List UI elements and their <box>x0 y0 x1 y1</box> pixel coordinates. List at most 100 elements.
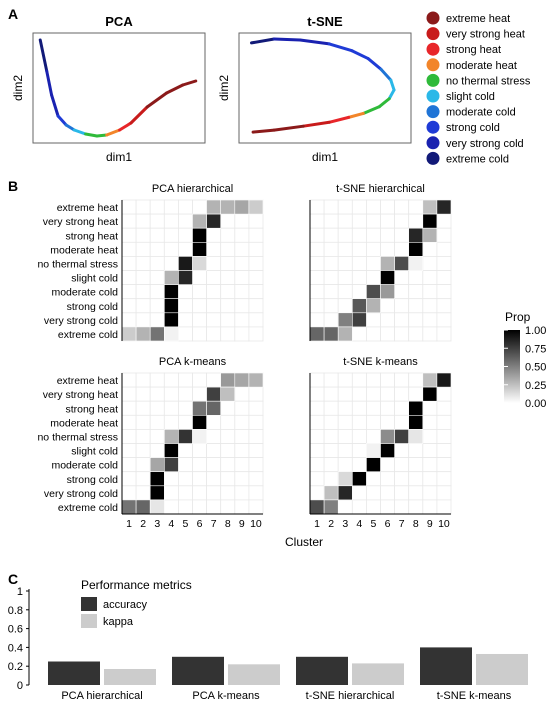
pca-hierarchical-grid-cell <box>135 241 151 257</box>
t-sne-k-means-grid-cell <box>436 471 452 487</box>
t-sne-k-means-x-tick: 8 <box>413 518 419 530</box>
bar-y-tick-label: 0.4 <box>8 642 23 654</box>
t-sne-k-means-cell <box>323 485 339 501</box>
t-sne-k-means-grid-cell <box>422 400 438 416</box>
pca-hierarchical-grid-cell <box>220 255 236 271</box>
pca-hierarchical-cell <box>178 256 193 271</box>
pca-hierarchical-grid-cell <box>234 270 250 286</box>
pca-k-means-x-tick: 5 <box>183 518 189 530</box>
pca-k-means-grid-cell <box>121 457 137 473</box>
t-sne-k-means-grid-cell <box>380 414 396 430</box>
t-sne-hierarchical-grid-cell <box>436 270 452 286</box>
pca-k-means-x-tick: 1 <box>126 518 132 530</box>
pca-hierarchical-cell <box>192 227 207 243</box>
legend-label-extreme-heat: extreme heat <box>446 13 510 25</box>
t-sne-k-means-grid-cell <box>408 485 424 501</box>
tsne-curve-segment <box>377 97 391 109</box>
t-sne-k-means-grid-cell <box>365 414 381 430</box>
t-sne-k-means-cell <box>323 499 339 515</box>
pca-hierarchical-grid-cell <box>177 213 193 229</box>
t-sne-hierarchical-grid-cell <box>337 284 353 300</box>
pca-k-means-x-tick: 6 <box>197 518 203 530</box>
pca-k-means-grid-cell <box>135 443 151 459</box>
pca-hierarchical-grid-cell <box>234 298 250 314</box>
pca-hierarchical-grid-cell <box>220 312 236 328</box>
pca-k-means-grid-cell <box>149 400 165 416</box>
pca-hierarchical-grid-cell <box>220 298 236 314</box>
pca-k-means-cell <box>192 429 207 444</box>
t-sne-hierarchical-grid-cell <box>380 326 396 342</box>
pca-k-means-grid-cell <box>234 443 250 459</box>
t-sne-k-means-cell <box>351 471 367 487</box>
t-sne-hierarchical-grid-cell <box>365 241 381 257</box>
t-sne-hierarchical-cell <box>351 312 367 328</box>
pca-k-means-grid-cell <box>234 386 250 402</box>
t-sne-k-means-grid-cell <box>408 471 424 487</box>
t-sne-hierarchical-grid-cell <box>380 199 396 215</box>
t-sne-k-means-grid-cell <box>436 386 452 402</box>
pca-hierarchical-grid-cell <box>220 284 236 300</box>
pca-k-means-grid-cell <box>248 443 264 459</box>
pca-hierarchical-grid-cell <box>135 255 151 271</box>
t-sne-hierarchical-grid-cell <box>309 270 325 286</box>
pca-k-means-cell <box>164 429 179 444</box>
t-sne-hierarchical-grid-cell <box>394 284 410 300</box>
t-sne-k-means-cell <box>337 471 353 487</box>
pca-k-means-grid-cell <box>206 443 222 459</box>
t-sne-k-means-cell <box>309 499 325 515</box>
pca-hierarchical-grid-cell <box>177 199 193 215</box>
pca-hierarchical-grid-cell <box>135 199 151 215</box>
t-sne-k-means-grid-cell <box>337 499 353 515</box>
pca-k-means-grid-cell <box>248 471 264 487</box>
pca-hierarchical-grid-cell <box>177 298 193 314</box>
panel-b-label: B <box>8 178 18 194</box>
colorbar-tick-label: 0.75 <box>525 343 546 355</box>
t-sne-hierarchical-grid-cell <box>380 312 396 328</box>
t-sne-hierarchical-grid-cell <box>422 270 438 286</box>
pca-k-means-row-label: strong cold <box>67 474 119 486</box>
t-sne-hierarchical-grid-cell <box>323 213 339 229</box>
legend-label-extreme-cold: extreme cold <box>446 153 509 165</box>
pca-hierarchical-grid-cell <box>234 213 250 229</box>
legend-label-moderate-heat: moderate heat <box>446 60 517 72</box>
pca-k-means-cell <box>192 414 207 430</box>
pca-k-means-grid-cell <box>121 471 137 487</box>
pca-curve-segment <box>105 128 122 137</box>
t-sne-k-means-x-tick: 2 <box>328 518 334 530</box>
t-sne-k-means-grid-cell <box>380 372 396 388</box>
t-sne-k-means-cell <box>422 386 438 402</box>
t-sne-hierarchical-cell <box>436 199 452 215</box>
pca-hierarchical-grid-cell <box>234 241 250 257</box>
pca-k-means-x-tick: 8 <box>225 518 231 530</box>
t-sne-k-means-grid-cell <box>408 499 424 515</box>
t-sne-hierarchical-cell <box>408 242 424 257</box>
t-sne-hierarchical-grid-cell <box>323 255 339 271</box>
pca-k-means-grid-cell <box>163 485 179 501</box>
t-sne-k-means-cell <box>422 372 438 388</box>
t-sne-hierarchical-grid-cell <box>351 227 367 243</box>
pca-k-means-cell <box>206 386 222 402</box>
pca-k-means-title: PCA k-means <box>159 356 227 368</box>
pca-k-means-grid-cell <box>177 400 193 416</box>
pca-k-means-grid-cell <box>206 457 222 473</box>
pca-hierarchical-grid-cell <box>149 241 165 257</box>
tsne-curve-segment <box>379 67 393 82</box>
pca-hierarchical-cell <box>192 256 207 271</box>
t-sne-k-means-x-tick: 7 <box>399 518 405 530</box>
pca-k-means-cell <box>248 372 264 388</box>
pca-k-means-x-tick: 10 <box>250 518 262 530</box>
pca-hierarchical-grid-cell <box>163 213 179 229</box>
t-sne-hierarchical-grid-cell <box>351 284 367 300</box>
t-sne-k-means-grid-cell <box>422 443 438 459</box>
t-sne-hierarchical-grid-cell <box>365 270 381 286</box>
pca-k-means-grid-cell <box>220 400 236 416</box>
pca-k-means-grid-cell <box>121 428 137 444</box>
pca-hierarchical-grid-cell <box>149 284 165 300</box>
bar-chart: 0 0.2 0.4 0.6 0.8 1 PCA hierarchical PCA k-mean… <box>8 586 528 702</box>
pca-hierarchical-row-label: very strong heat <box>43 216 118 228</box>
pca-k-means-grid-cell <box>149 372 165 388</box>
pca-k-means-grid-cell <box>135 428 151 444</box>
legend-label-slight-cold: slight cold <box>446 91 495 103</box>
pca-k-means-cell <box>178 429 193 444</box>
bar-category-label: PCA hierarchical <box>61 690 142 702</box>
